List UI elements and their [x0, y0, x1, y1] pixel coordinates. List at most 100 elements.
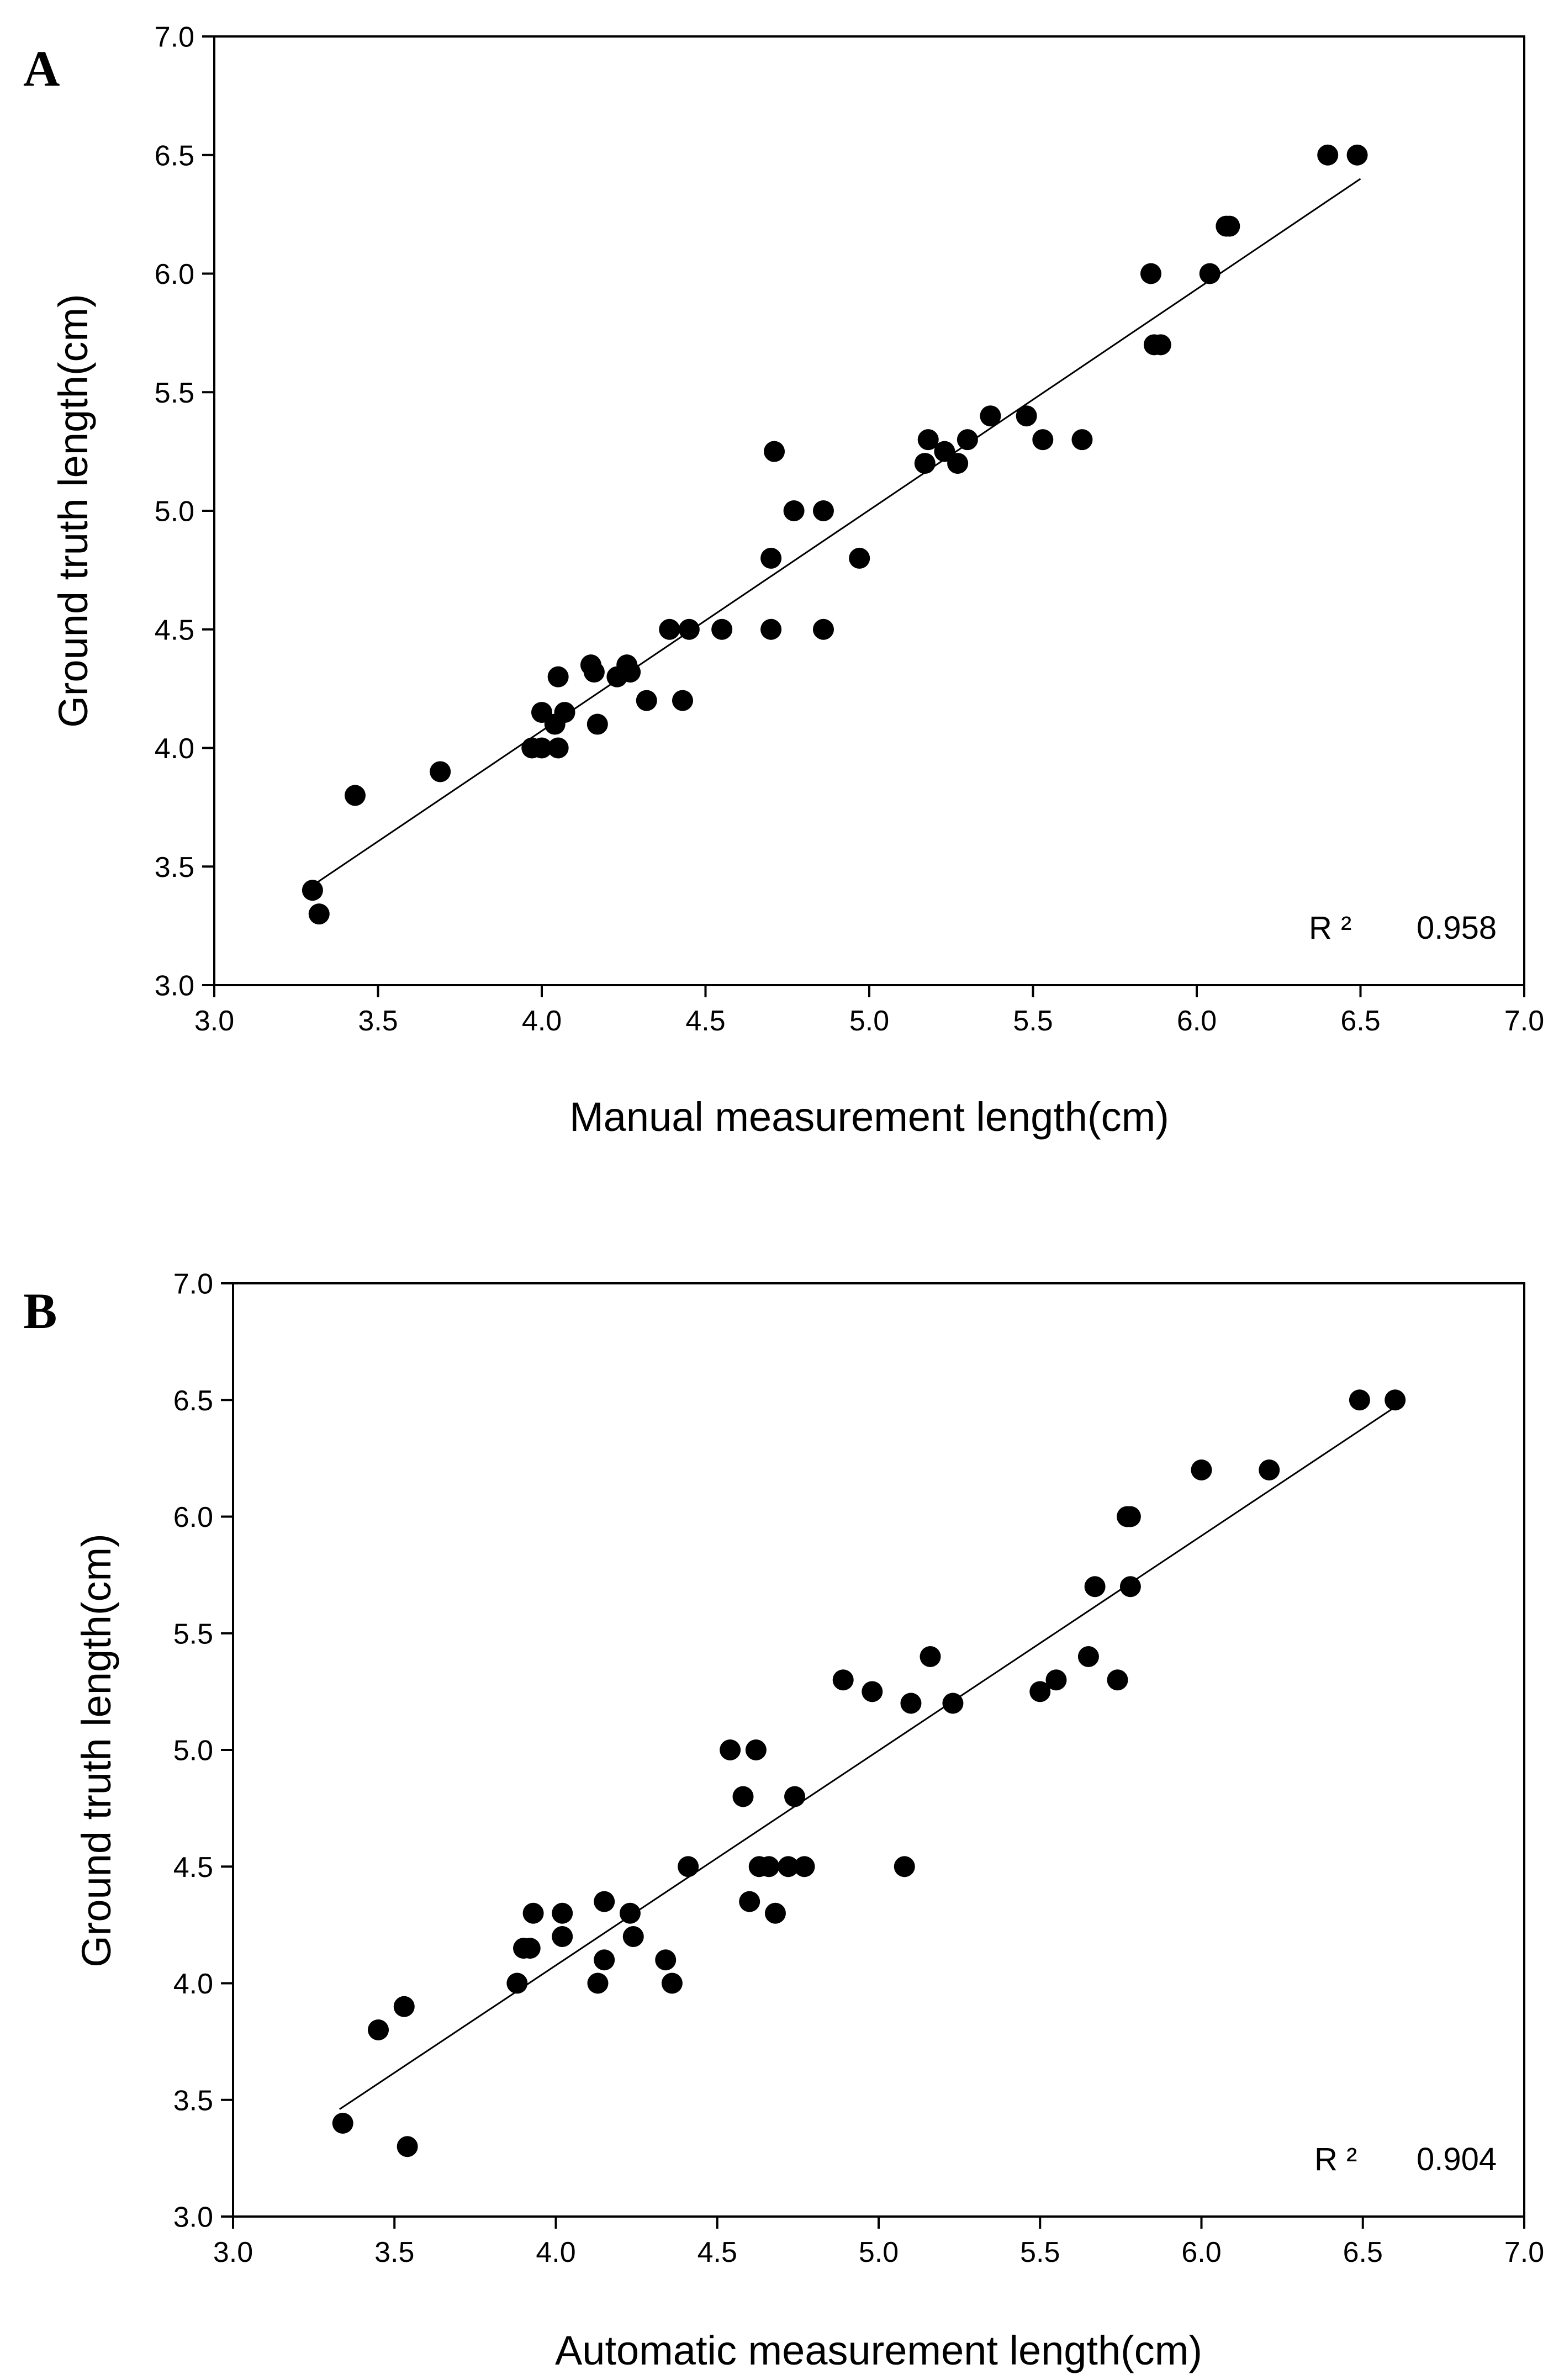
data-points-a	[302, 144, 1368, 925]
x-tick-label: 5.5	[1020, 2236, 1060, 2268]
y-tick-label: 6.5	[173, 1385, 213, 1417]
data-point	[862, 1681, 883, 1702]
data-point	[1071, 429, 1093, 451]
data-point	[302, 880, 323, 901]
data-point	[586, 713, 608, 735]
data-point	[1191, 1459, 1212, 1480]
data-point	[764, 1902, 786, 1924]
data-point	[547, 737, 569, 759]
y-tick-label: 6.0	[173, 1501, 213, 1533]
data-point	[1317, 144, 1339, 166]
y-tick-label: 5.0	[155, 496, 194, 528]
panel-label-b: B	[23, 1283, 57, 1339]
regression-line-a	[312, 178, 1361, 886]
data-point	[783, 500, 805, 521]
data-point	[760, 547, 782, 569]
r2-value-a: 0.958	[1417, 910, 1497, 946]
data-point	[1029, 1681, 1051, 1702]
x-tick-label: 6.5	[1343, 2236, 1383, 2268]
data-point	[917, 429, 939, 451]
data-point	[655, 1949, 677, 1971]
y-tick-label: 3.5	[155, 851, 194, 884]
x-tick-label: 3.5	[374, 2236, 414, 2268]
y-axis-label-a: Ground truth length(cm)	[50, 294, 96, 728]
data-point	[1349, 1389, 1370, 1411]
y-tick-label: 7.0	[173, 1268, 213, 1300]
x-tick-label: 7.0	[1504, 2236, 1544, 2268]
x-axis-label-b: Automatic measurement length(cm)	[555, 2328, 1202, 2373]
r2-label-b: R ²	[1314, 2141, 1357, 2177]
y-tick-label: 6.5	[155, 140, 194, 172]
y-tick-label: 3.0	[173, 2202, 213, 2234]
x-tick-label: 7.0	[1504, 1005, 1544, 1037]
data-point	[552, 1902, 573, 1924]
data-point	[1119, 1576, 1141, 1598]
x-tick-label: 6.0	[1181, 2236, 1221, 2268]
data-point	[344, 785, 366, 806]
data-point	[636, 690, 657, 711]
data-point	[678, 1856, 699, 1877]
data-point	[794, 1856, 815, 1877]
data-point	[1259, 1459, 1280, 1480]
y-tick-label: 7.0	[155, 22, 194, 54]
data-point	[1119, 1506, 1141, 1527]
data-point	[812, 618, 834, 640]
data-point	[430, 761, 451, 782]
data-point	[1045, 1669, 1067, 1691]
x-tick-label: 4.0	[522, 1005, 562, 1037]
data-points-b	[332, 1389, 1406, 2157]
data-point	[519, 1938, 541, 1959]
y-tick-label: 5.5	[155, 377, 194, 409]
data-point	[522, 1902, 544, 1924]
y-tick-label: 3.0	[155, 970, 194, 1002]
data-point	[397, 2136, 418, 2157]
data-point	[1140, 263, 1161, 284]
y-tick-label: 4.5	[155, 614, 194, 646]
data-point	[745, 1739, 767, 1760]
data-point	[583, 662, 605, 683]
data-point	[980, 405, 1001, 427]
x-axis-ticks-b: 3.0 3.5 4.0 4.5 5.0 5.5 6.0 6.5 7.0	[213, 2217, 1544, 2268]
x-tick-label: 5.0	[849, 1005, 889, 1037]
data-point	[678, 618, 700, 640]
x-tick-label: 3.5	[358, 1005, 398, 1037]
data-point	[739, 1891, 760, 1912]
x-axis-label-a: Manual measurement length(cm)	[569, 1094, 1169, 1140]
x-tick-label: 4.5	[685, 1005, 725, 1037]
data-point	[619, 1902, 641, 1924]
r2-value-b: 0.904	[1417, 2141, 1497, 2177]
data-point	[947, 453, 969, 474]
y-axis-ticks-b: 3.0 3.5 4.0 4.5 5.0 5.5 6.0 6.5 7.0	[173, 1268, 233, 2234]
data-point	[900, 1693, 922, 1714]
y-tick-label: 4.0	[155, 733, 194, 765]
x-axis-ticks-a: 3.0 3.5 4.0 4.5 5.0 5.5 6.0 6.5 7.0	[194, 985, 1544, 1037]
chart-panel-a: A 3.0 3.5 4.0 4.5 5.0 5.5 6.0 6.5 7.0 3.0 3.5 4.0 4…	[23, 22, 1544, 1140]
y-axis-ticks-a: 3.0 3.5 4.0 4.5 5.0 5.5 6.0 6.5 7.0	[155, 22, 214, 1002]
data-point	[393, 1996, 415, 2017]
data-point	[1032, 429, 1054, 451]
data-point	[332, 2113, 353, 2134]
x-tick-label: 3.0	[213, 2236, 253, 2268]
data-point	[1199, 263, 1220, 284]
y-tick-label: 5.5	[173, 1618, 213, 1650]
x-tick-label: 3.0	[194, 1005, 234, 1037]
y-tick-label: 4.5	[173, 1852, 213, 1884]
data-point	[531, 737, 552, 759]
x-tick-label: 5.5	[1013, 1005, 1053, 1037]
data-point	[832, 1669, 854, 1691]
data-point	[778, 1856, 799, 1877]
data-point	[659, 618, 680, 640]
data-point	[587, 1972, 609, 1994]
data-point	[661, 1972, 683, 1994]
data-point	[552, 1926, 573, 1947]
data-point	[368, 2019, 389, 2040]
data-point	[594, 1949, 615, 1971]
data-point	[732, 1786, 754, 1807]
data-point	[1077, 1646, 1099, 1667]
y-tick-label: 6.0	[155, 258, 194, 290]
data-point	[672, 690, 693, 711]
data-point	[554, 702, 575, 723]
x-tick-label: 6.5	[1340, 1005, 1380, 1037]
data-point	[506, 1972, 528, 1994]
